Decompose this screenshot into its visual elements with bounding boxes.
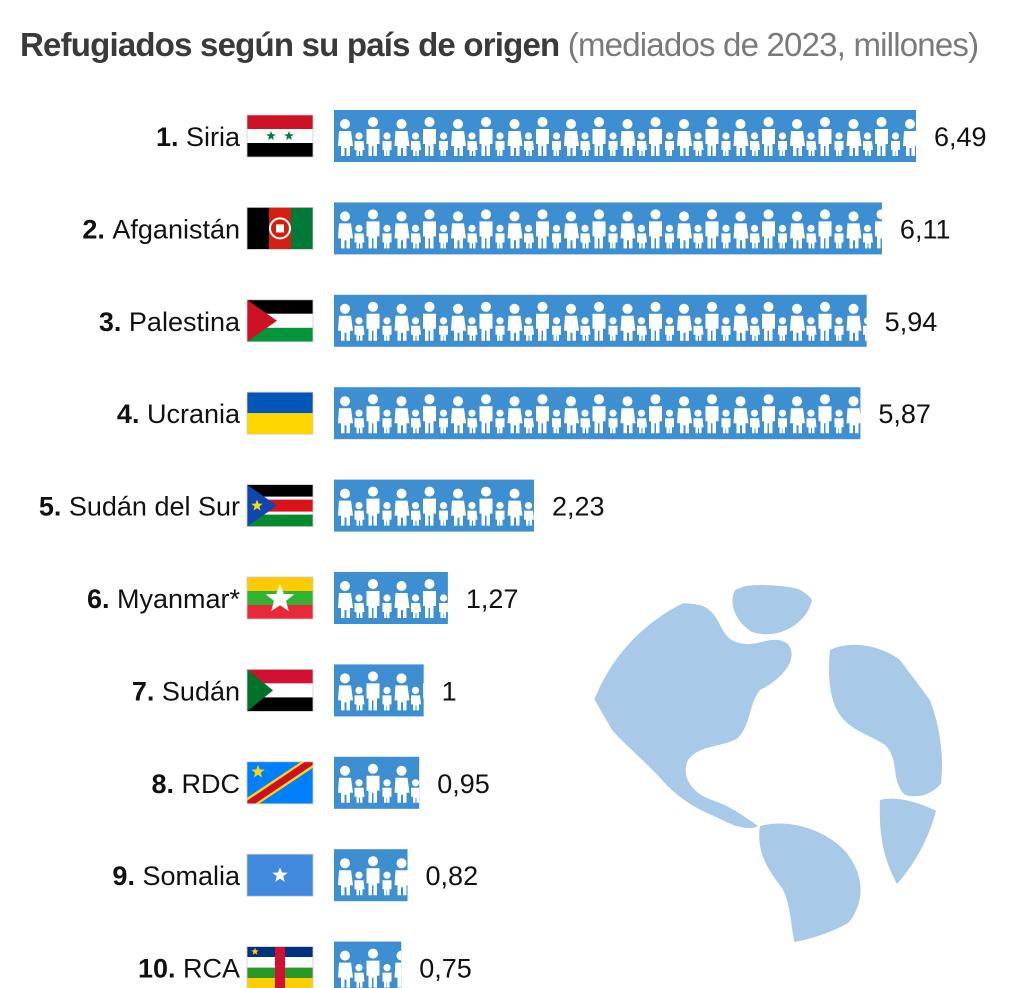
category-label: 3. Palestina	[99, 307, 241, 337]
rank-label: 9.	[112, 861, 142, 891]
rank-label: 1.	[156, 122, 186, 152]
rank-label: 7.	[132, 676, 162, 706]
car-flag-icon	[246, 946, 314, 988]
category-label: 7. Sudán	[132, 676, 240, 706]
rank-label: 4.	[117, 399, 147, 429]
category-label: 6. Myanmar*	[87, 584, 241, 614]
value-label: 6,11	[900, 214, 951, 244]
row-somalia: 9. Somalia 0,82	[112, 849, 479, 902]
sudan-flag-icon	[246, 669, 314, 712]
value-label: 1	[442, 676, 457, 706]
people-pictogram-icon	[338, 763, 420, 803]
people-pictogram-icon	[338, 579, 448, 618]
south-sudan-flag-icon	[246, 484, 314, 528]
palestine-flag-icon	[246, 299, 314, 343]
people-pictogram-icon	[338, 301, 867, 341]
row-afganistan: 2. Afganistán 6,11	[82, 202, 951, 255]
chart-title-sub: (mediados de 2023, millones)	[567, 26, 979, 63]
row-sudan: 7. Sudán 1	[132, 664, 457, 717]
country-name: RDC	[182, 769, 241, 799]
chart-title-main: Refugiados según su país de origen	[20, 26, 560, 63]
drc-flag-icon	[246, 761, 314, 805]
country-name: Siria	[186, 122, 241, 152]
value-label: 6,49	[934, 122, 987, 152]
category-label: 9. Somalia	[112, 861, 241, 891]
country-name: Myanmar*	[117, 584, 241, 614]
row-rdc: 8. RDC 0,95	[151, 756, 490, 809]
somalia-flag-icon	[246, 853, 314, 897]
rank-label: 6.	[87, 584, 117, 614]
value-label: 0,75	[419, 954, 472, 984]
value-label: 0,82	[426, 861, 479, 891]
category-label: 4. Ucrania	[117, 399, 241, 429]
people-pictogram-icon	[338, 671, 424, 711]
value-label: 5,87	[878, 399, 931, 429]
globe-icon	[582, 585, 942, 945]
country-name: Sudán del Sur	[69, 492, 240, 522]
row-sudan-del-sur: 5. Sudán del Sur 2,23	[39, 479, 605, 532]
value-label: 5,94	[885, 307, 938, 337]
country-name: Ucrania	[147, 399, 241, 429]
people-pictogram-icon	[338, 948, 402, 988]
people-pictogram-icon	[338, 486, 534, 526]
value-label: 1,27	[466, 584, 519, 614]
country-name: Somalia	[142, 861, 241, 891]
category-label: 2. Afganistán	[82, 214, 240, 244]
category-label: 5. Sudán del Sur	[39, 492, 240, 522]
chart-title: Refugiados según su país de origen (medi…	[20, 26, 979, 64]
category-label: 1. Siria	[156, 122, 241, 152]
value-label: 2,23	[552, 492, 605, 522]
country-name: Afganistán	[112, 214, 240, 244]
people-pictogram-icon	[338, 209, 882, 249]
people-pictogram-icon	[338, 856, 408, 896]
row-myanmar: 6. Myanmar* 1,27	[87, 572, 519, 624]
value-label: 0,95	[437, 769, 490, 799]
rank-label: 8.	[151, 769, 181, 799]
ukraine-flag-icon	[246, 391, 314, 435]
row-rca: 10. RCA 0,75	[138, 941, 472, 988]
afghanistan-flag-icon	[246, 206, 314, 250]
rank-label: 3.	[99, 307, 129, 337]
country-name: RCA	[183, 954, 240, 984]
row-palestina: 3. Palestina 5,94	[99, 294, 938, 347]
category-label: 10. RCA	[138, 954, 240, 984]
syria-flag-icon	[246, 114, 314, 158]
category-label: 8. RDC	[151, 769, 240, 799]
people-pictogram-icon	[338, 394, 861, 434]
country-name: Sudán	[162, 676, 240, 706]
rank-label: 5.	[39, 492, 69, 522]
rank-label: 2.	[82, 214, 112, 244]
rank-label: 10.	[138, 954, 183, 984]
country-name: Palestina	[129, 307, 241, 337]
people-pictogram-icon	[338, 117, 916, 156]
myanmar-flag-icon	[246, 576, 314, 620]
row-siria: 1. Siria 6,49	[156, 110, 987, 162]
row-ucrania: 4. Ucrania 5,87	[117, 387, 931, 440]
